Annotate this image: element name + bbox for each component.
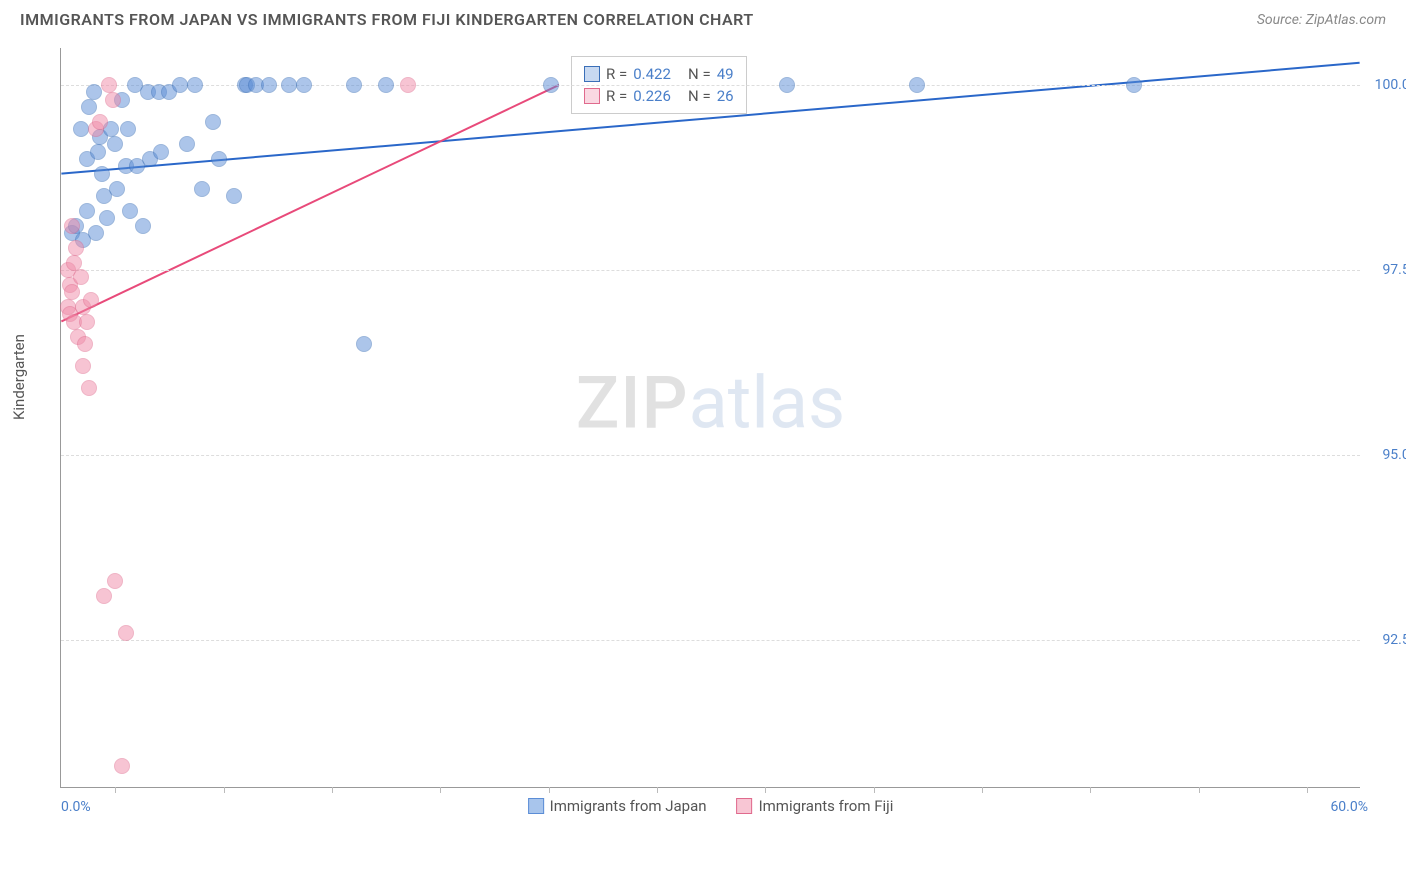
legend-label: Immigrants from Fiji [759,797,894,815]
scatter-point [261,77,277,93]
x-tick-mark [982,787,983,793]
scatter-point [211,151,227,167]
scatter-point [88,225,104,241]
scatter-point [346,77,362,93]
watermark-part2: atlas [689,360,846,445]
scatter-point [99,210,115,226]
x-tick-mark [1307,787,1308,793]
scatter-point [66,255,82,271]
scatter-point [135,218,151,234]
stats-row: R = 0.422 N = 49 [584,63,734,85]
x-tick-mark [1090,787,1091,793]
bottom-legend-item: Immigrants from Fiji [737,797,894,815]
scatter-point [79,314,95,330]
x-tick-mark [224,787,225,793]
stat-n-label: N = [677,87,711,105]
gridline [61,640,1360,641]
scatter-point [96,588,112,604]
scatter-point [356,336,372,352]
scatter-point [81,99,97,115]
legend-swatch [528,798,544,814]
y-tick-label: 95.0% [1365,447,1406,463]
scatter-point [909,77,925,93]
watermark: ZIPatlas [576,360,845,445]
scatter-point [187,77,203,93]
legend-label: Immigrants from Japan [550,797,707,815]
scatter-point [205,114,221,130]
x-tick-mark [874,787,875,793]
x-tick-mark [440,787,441,793]
chart-plot-area: ZIPatlas R = 0.422 N = 49R = 0.226 N = 2… [60,48,1360,788]
x-tick-mark [765,787,766,793]
x-tick-mark [657,787,658,793]
scatter-point [179,136,195,152]
scatter-point [400,77,416,93]
scatter-point [75,358,91,374]
x-axis-max-label: 60.0% [1330,799,1368,815]
stat-r-label: R = [606,65,627,83]
trend-line [61,85,559,321]
y-tick-label: 100.0% [1365,77,1406,93]
stat-r-value: 0.226 [633,87,671,105]
watermark-part1: ZIP [576,360,689,445]
stat-r-value: 0.422 [633,65,671,83]
scatter-point [64,284,80,300]
bottom-legend: Immigrants from Japan Immigrants from Fij… [528,797,894,815]
x-tick-mark [332,787,333,793]
scatter-point [101,77,117,93]
stat-r-label: R = [606,87,627,105]
scatter-point [73,269,89,285]
scatter-point [83,292,99,308]
x-tick-mark [1199,787,1200,793]
scatter-point [543,77,559,93]
chart-header: IMMIGRANTS FROM JAPAN VS IMMIGRANTS FROM… [0,0,1406,35]
legend-swatch [584,88,600,104]
scatter-point [68,240,84,256]
scatter-point [120,121,136,137]
x-tick-mark [115,787,116,793]
chart-source: Source: ZipAtlas.com [1257,12,1386,28]
scatter-point [172,77,188,93]
bottom-legend-item: Immigrants from Japan [528,797,707,815]
y-axis-label: Kindergarten [10,334,28,420]
scatter-point [73,121,89,137]
scatter-point [114,758,130,774]
scatter-point [64,218,80,234]
scatter-point [153,144,169,160]
scatter-point [107,136,123,152]
scatter-point [118,625,134,641]
scatter-point [378,77,394,93]
scatter-point [77,336,93,352]
scatter-point [107,573,123,589]
scatter-point [94,166,110,182]
stat-n-value: 49 [717,65,734,83]
scatter-point [1126,77,1142,93]
gridline [61,270,1360,271]
scatter-point [226,188,242,204]
stats-row: R = 0.226 N = 26 [584,85,734,107]
stat-n-label: N = [677,65,711,83]
scatter-point [86,84,102,100]
y-tick-label: 97.5% [1365,262,1406,278]
scatter-point [296,77,312,93]
scatter-point [281,77,297,93]
y-tick-label: 92.5% [1365,632,1406,648]
scatter-point [109,181,125,197]
scatter-point [90,144,106,160]
trend-lines-svg [61,48,1360,787]
stat-n-value: 26 [717,87,734,105]
scatter-point [92,114,108,130]
x-tick-mark [549,787,550,793]
scatter-point [79,203,95,219]
gridline [61,455,1360,456]
chart-title: IMMIGRANTS FROM JAPAN VS IMMIGRANTS FROM… [20,10,754,29]
scatter-point [122,203,138,219]
scatter-point [779,77,795,93]
x-axis-min-label: 0.0% [61,799,91,815]
scatter-point [105,92,121,108]
legend-swatch [737,798,753,814]
scatter-point [81,380,97,396]
scatter-point [194,181,210,197]
legend-swatch [584,66,600,82]
